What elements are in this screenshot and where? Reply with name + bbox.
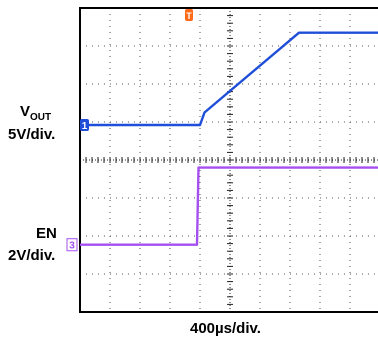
channel-3-marker: 3 [66,238,78,252]
channel-marker-number: 3 [69,241,75,252]
vout-label: VOUT [20,103,51,123]
vout-label-main: V [20,103,31,120]
trace-en [80,166,378,246]
trigger-marker-label: T [186,11,192,21]
graticule [79,7,378,313]
en-label: EN [36,225,57,242]
plot-frame [79,7,378,313]
en-scale: 2V/div. [8,247,56,264]
trigger-marker-box [185,9,193,21]
channel-1-marker: 1 [80,119,89,132]
channel-marker-box [66,238,78,252]
channel-marker-box [80,119,89,132]
vout-label-sub: OUT [30,112,52,123]
trigger-marker: T [185,9,193,21]
trace-vout [80,31,378,127]
x-axis-label: 400µs/div. [190,320,261,337]
channel-marker-number: 1 [82,121,88,132]
channel-markers: 13 [66,119,89,252]
traces [80,31,378,246]
vout-scale: 5V/div. [8,126,56,143]
